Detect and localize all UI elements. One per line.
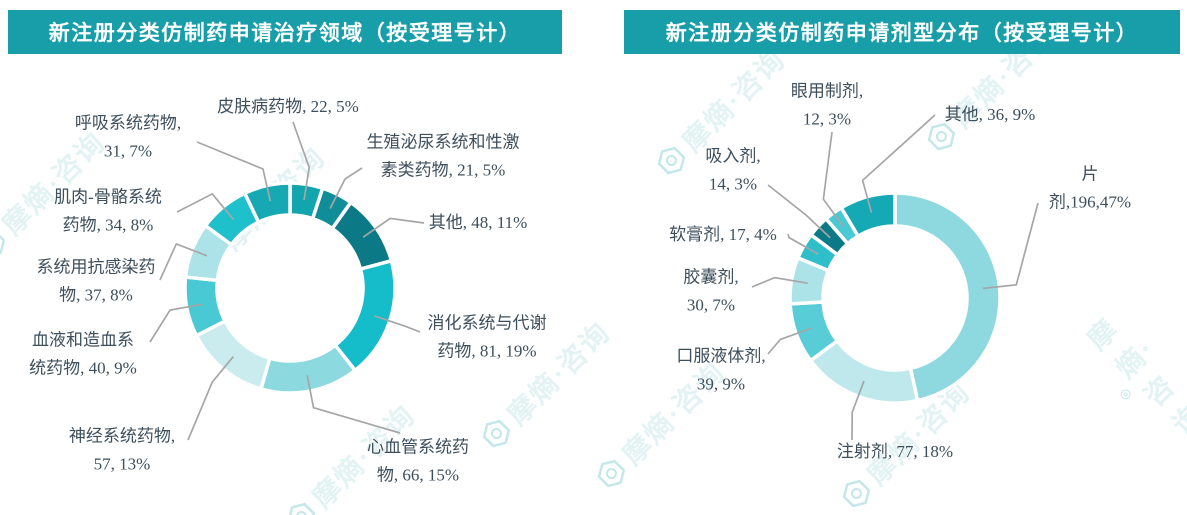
slice-callout-label-血液和造血系统药物: 血液和造血系 统药物, 40, 9% bbox=[29, 330, 137, 377]
leader-line-生殖泌尿系统和性激素类药物 bbox=[329, 167, 363, 209]
slice-callout-label-其他: 其他, 48, 11% bbox=[428, 213, 528, 233]
slice-callout-label-心血管系统药物: 心血管系统药 物, 66, 15% bbox=[367, 437, 469, 484]
leader-line-皮肤病药物 bbox=[292, 121, 311, 201]
slice-callout-label-皮肤病药物: 皮肤病药物, 22, 5% bbox=[217, 97, 359, 117]
leader-line-血液和造血系统药物 bbox=[149, 303, 203, 343]
leader-line-口服液体剂 bbox=[767, 327, 813, 355]
leader-line-眼用制剂 bbox=[822, 131, 844, 227]
slice-callout-label-生殖泌尿系统和性激素类药物: 生殖泌尿系统和性激 素类药物, 21, 5% bbox=[366, 132, 520, 179]
leader-line-片剂 bbox=[982, 202, 1039, 290]
leader-line-注射剂 bbox=[851, 380, 865, 441]
slice-callout-label-吸入剂: 吸入剂, 14, 3% bbox=[705, 146, 761, 193]
leader-line-软膏剂 bbox=[787, 233, 819, 255]
slice-callout-label-软膏剂: 软膏剂, 17, 4% bbox=[669, 225, 777, 245]
slice-callout-label-肌肉-骨骼系统药物: 肌肉-骨骼系统 药物, 34, 8% bbox=[54, 187, 162, 234]
leader-line-胶囊剂 bbox=[751, 276, 808, 288]
slice-callout-label-注射剂: 注射剂, 77, 18% bbox=[836, 442, 954, 462]
leader-line-心血管系统药物 bbox=[306, 375, 401, 434]
slice-callout-label-消化系统与代谢药物: 消化系统与代谢 药物, 81, 19% bbox=[427, 313, 547, 360]
donut-slice-呼吸系统药物 bbox=[242, 181, 292, 224]
chart-title-dosage-forms: 新注册分类仿制药申请剂型分布（按受理号计） bbox=[624, 10, 1180, 54]
slice-callout-label-神经系统药物: 神经系统药物, 57, 13% bbox=[68, 426, 176, 473]
leader-line-其他 bbox=[362, 217, 425, 238]
donut-slice-其他 bbox=[839, 191, 897, 238]
chart-title-therapy-areas: 新注册分类仿制药申请治疗领域（按受理号计） bbox=[8, 10, 562, 54]
slice-callout-label-片剂: 片剂,196,47% bbox=[1048, 164, 1132, 211]
slice-callout-label-口服液体剂: 口服液体剂, 39, 9% bbox=[676, 346, 766, 393]
leader-line-呼吸系统药物 bbox=[196, 141, 272, 202]
leader-line-系统用抗感染药物 bbox=[159, 242, 208, 281]
slice-callout-label-其他: 其他, 36, 9% bbox=[944, 105, 1036, 125]
leader-line-肌肉-骨骼系统药物 bbox=[176, 192, 234, 220]
slice-callout-label-系统用抗感染药物: 系统用抗感染药 物, 37, 8% bbox=[36, 257, 156, 304]
donut-slice-心血管系统药物 bbox=[259, 343, 357, 395]
slice-callout-label-眼用制剂: 眼用制剂, 12, 3% bbox=[790, 81, 864, 128]
donut-slice-片剂 bbox=[893, 191, 1002, 403]
leader-line-消化系统与代谢药物 bbox=[374, 315, 421, 333]
slice-callout-label-呼吸系统药物: 呼吸系统药物, 31, 7% bbox=[74, 113, 182, 160]
leader-line-神经系统药物 bbox=[187, 356, 234, 441]
leader-line-吸入剂 bbox=[767, 184, 831, 239]
leader-line-其他 bbox=[861, 114, 936, 213]
slice-callout-label-胶囊剂: 胶囊剂, 30, 7% bbox=[683, 267, 739, 314]
